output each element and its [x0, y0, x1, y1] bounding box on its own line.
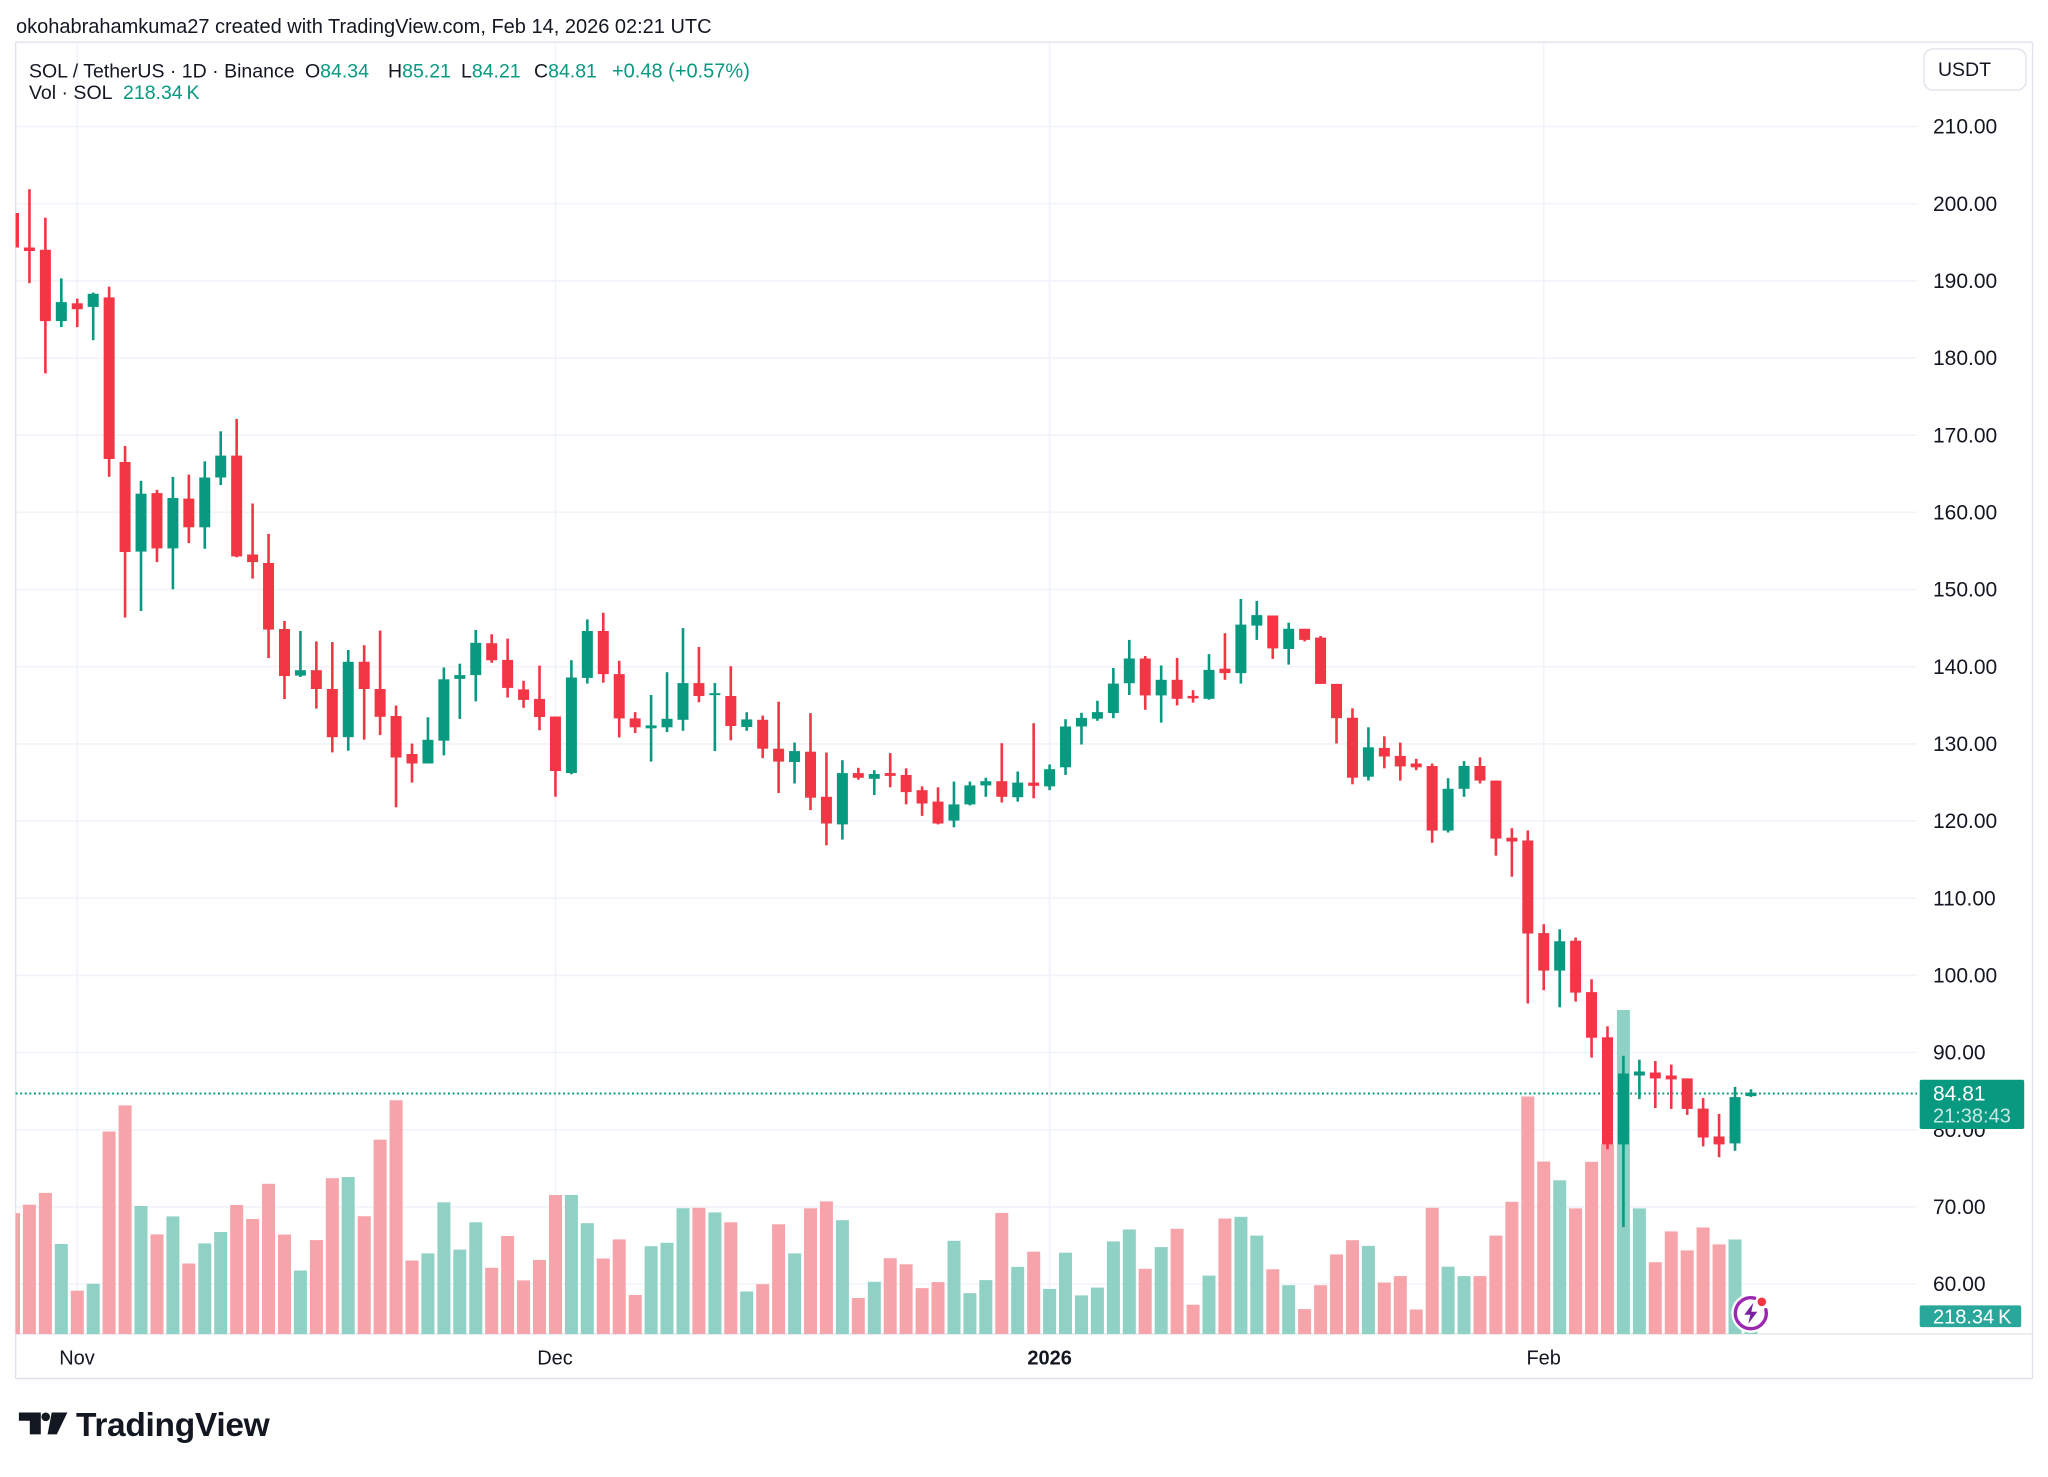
svg-text:84.81: 84.81	[1933, 1082, 1986, 1105]
svg-text:200.00: 200.00	[1933, 193, 1997, 216]
svg-text:+0.48 (+0.57%): +0.48 (+0.57%)	[612, 60, 750, 82]
svg-text:210.00: 210.00	[1933, 116, 1997, 139]
svg-text:Feb: Feb	[1526, 1348, 1560, 1370]
svg-text:21:38:43: 21:38:43	[1933, 1105, 2011, 1127]
svg-text:H85.21: H85.21	[388, 60, 451, 82]
svg-text:Dec: Dec	[537, 1348, 573, 1370]
svg-text:2026: 2026	[1027, 1348, 1072, 1370]
svg-text:okohabrahamkuma27 created with: okohabrahamkuma27 created with TradingVi…	[16, 16, 712, 38]
svg-text:120.00: 120.00	[1933, 810, 1997, 833]
svg-text:170.00: 170.00	[1933, 424, 1997, 447]
svg-text:USDT: USDT	[1938, 59, 1991, 81]
svg-text:TradingView: TradingView	[76, 1407, 271, 1444]
svg-text:90.00: 90.00	[1933, 1042, 1986, 1065]
svg-text:180.00: 180.00	[1933, 347, 1997, 370]
svg-text:190.00: 190.00	[1933, 270, 1997, 293]
svg-text:Nov: Nov	[59, 1348, 95, 1370]
svg-text:218.34 K: 218.34 K	[1933, 1307, 2012, 1329]
svg-text:150.00: 150.00	[1933, 579, 1997, 602]
svg-text:70.00: 70.00	[1933, 1196, 1986, 1219]
svg-text:140.00: 140.00	[1933, 656, 1997, 679]
svg-text:SOL / TetherUS · 1D · Binance: SOL / TetherUS · 1D · Binance	[29, 60, 295, 82]
svg-text:218.34 K: 218.34 K	[123, 82, 200, 104]
svg-text:Vol · SOL: Vol · SOL	[29, 82, 113, 104]
svg-text:130.00: 130.00	[1933, 733, 1997, 756]
svg-text:100.00: 100.00	[1933, 965, 1997, 988]
svg-text:160.00: 160.00	[1933, 502, 1997, 525]
svg-text:O84.34: O84.34	[305, 60, 369, 82]
svg-text:L84.21: L84.21	[461, 60, 521, 82]
svg-text:C84.81: C84.81	[534, 60, 597, 82]
svg-text:60.00: 60.00	[1933, 1273, 1986, 1296]
svg-text:110.00: 110.00	[1933, 887, 1996, 910]
